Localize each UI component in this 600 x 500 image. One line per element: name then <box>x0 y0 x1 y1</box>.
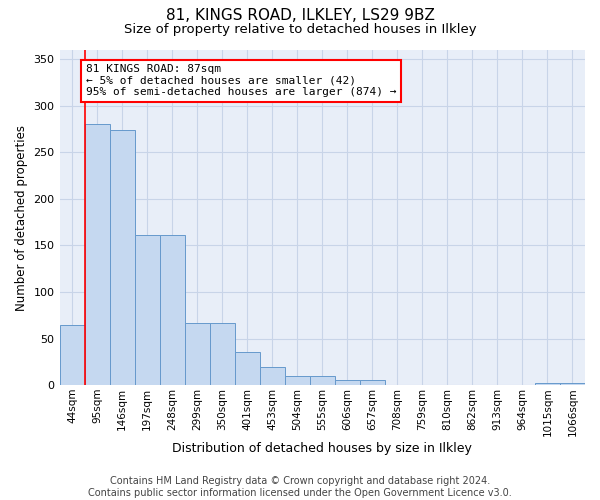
Bar <box>560 383 585 385</box>
X-axis label: Distribution of detached houses by size in Ilkley: Distribution of detached houses by size … <box>172 442 472 455</box>
Text: Contains HM Land Registry data © Crown copyright and database right 2024.
Contai: Contains HM Land Registry data © Crown c… <box>88 476 512 498</box>
Text: Size of property relative to detached houses in Ilkley: Size of property relative to detached ho… <box>124 22 476 36</box>
Bar <box>160 235 185 385</box>
Bar <box>235 352 260 385</box>
Bar <box>134 235 160 385</box>
Text: 81 KINGS ROAD: 87sqm
← 5% of detached houses are smaller (42)
95% of semi-detach: 81 KINGS ROAD: 87sqm ← 5% of detached ho… <box>86 64 397 97</box>
Bar <box>110 130 134 385</box>
Bar <box>85 124 110 385</box>
Bar <box>209 322 235 385</box>
Bar <box>185 322 209 385</box>
Bar <box>335 380 360 385</box>
Bar <box>260 368 285 385</box>
Bar <box>59 324 85 385</box>
Bar <box>360 380 385 385</box>
Y-axis label: Number of detached properties: Number of detached properties <box>15 124 28 310</box>
Bar <box>310 376 335 385</box>
Text: 81, KINGS ROAD, ILKLEY, LS29 9BZ: 81, KINGS ROAD, ILKLEY, LS29 9BZ <box>166 8 434 22</box>
Bar <box>535 383 560 385</box>
Bar <box>285 376 310 385</box>
